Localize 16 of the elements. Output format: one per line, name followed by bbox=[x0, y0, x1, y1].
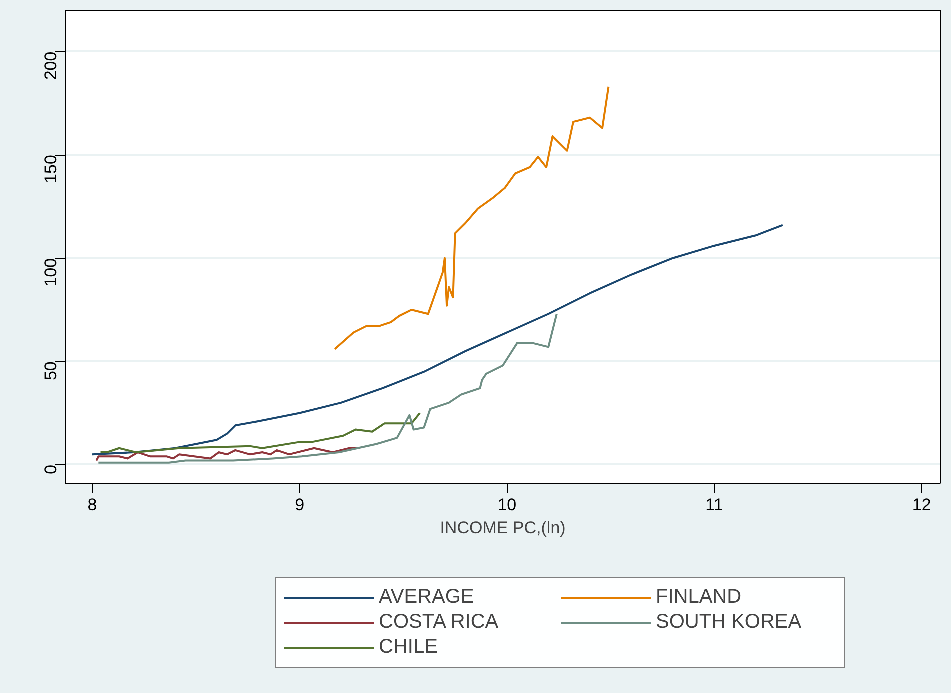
legend-label: FINLAND bbox=[656, 586, 743, 609]
y-tick-label: 100 bbox=[42, 258, 60, 287]
x-tick-label: 12 bbox=[912, 496, 932, 514]
legend-label: CHILE bbox=[379, 636, 439, 659]
y-tick-label: 150 bbox=[42, 155, 60, 184]
y-tick-label: 200 bbox=[42, 52, 60, 80]
x-axis-title: INCOME PC,(ln) bbox=[440, 518, 566, 538]
y-tick-label: 50 bbox=[42, 362, 60, 381]
x-tick-label: 8 bbox=[88, 496, 98, 514]
x-tick-label: 10 bbox=[498, 496, 517, 514]
legend-label: COSTA RICA bbox=[379, 611, 500, 634]
legend-label: SOUTH KOREA bbox=[656, 611, 803, 634]
x-tick-label: 9 bbox=[295, 496, 305, 514]
legend-label: AVERAGE bbox=[379, 586, 476, 609]
x-tick-label: 11 bbox=[706, 496, 724, 514]
y-tick-label: 0 bbox=[42, 464, 60, 474]
